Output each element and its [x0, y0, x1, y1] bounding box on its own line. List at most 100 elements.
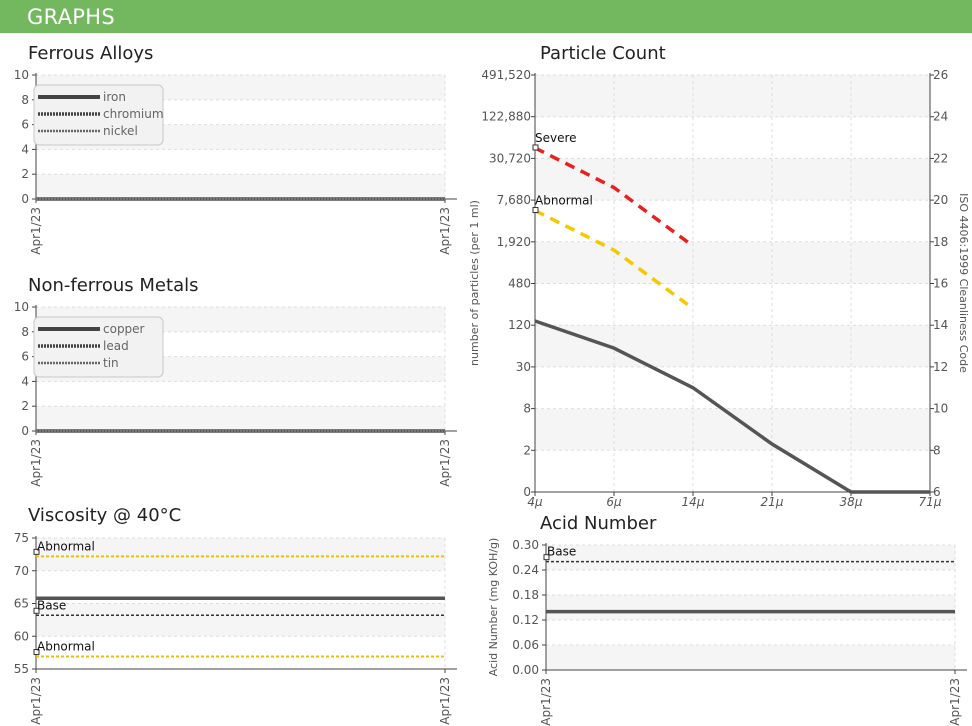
reference-marker	[532, 144, 539, 151]
grid-band	[546, 595, 955, 620]
x-tick-label: Apr1/23	[438, 439, 452, 487]
y-tick-label: 0	[21, 192, 29, 206]
grid-band	[535, 241, 930, 284]
legend-label: chromium	[103, 107, 164, 121]
reference-line	[534, 208, 695, 310]
reference-label: Abnormal	[37, 539, 95, 553]
y2-tick-label: 22	[933, 151, 948, 165]
reference-line	[534, 146, 695, 248]
x-tick-label: Apr1/23	[29, 677, 43, 725]
y-axis-label: Acid Number (mg KOH/g)	[487, 538, 500, 677]
x-tick-label: Apr1/23	[29, 439, 43, 487]
y2-tick-label: 24	[933, 110, 948, 124]
y-tick-label: 30	[516, 360, 531, 374]
grid-band	[535, 325, 930, 367]
x-tick-label: 38μ	[840, 495, 863, 509]
y-tick-label: 75	[14, 531, 29, 545]
y-tick-label: 4	[21, 374, 29, 388]
reference-label: Base	[37, 598, 66, 612]
reference-marker	[543, 554, 550, 561]
header-bar: GRAPHS	[0, 0, 972, 33]
y-tick-label: 8	[21, 325, 29, 339]
x-tick-label: 14μ	[682, 495, 705, 509]
y-tick-label: 8	[21, 93, 29, 107]
x-tick-label: Apr1/23	[539, 678, 553, 726]
reference-marker	[33, 548, 40, 555]
y-tick-label: 0.06	[512, 638, 539, 652]
y2-tick-label: 26	[933, 68, 948, 82]
legend-label: copper	[103, 322, 145, 336]
header-title: GRAPHS	[27, 5, 115, 29]
y-tick-label: 0.12	[512, 613, 539, 627]
y2-tick-label: 16	[933, 277, 948, 291]
y2-tick-label: 10	[933, 402, 948, 416]
grid-band	[36, 174, 445, 199]
reference-marker	[33, 607, 40, 614]
y2-tick-label: 18	[933, 235, 948, 249]
y2-tick-label: 14	[933, 318, 948, 332]
grid-band	[36, 603, 445, 637]
chart-title-nonferrous: Non-ferrous Metals	[28, 275, 199, 296]
grid-band	[546, 645, 955, 670]
y-tick-label: 491,520	[481, 68, 531, 82]
y-tick-label: 120	[508, 318, 531, 332]
y-tick-label: 10	[14, 68, 29, 82]
chart-title-acid: Acid Number	[540, 513, 657, 534]
grid-band	[546, 545, 955, 570]
x-tick-label: Apr1/23	[948, 678, 962, 726]
x-tick-label: Apr1/23	[438, 677, 452, 725]
y-tick-label: 122,880	[481, 110, 531, 124]
grid-band	[36, 538, 445, 571]
y-tick-label: 4	[21, 142, 29, 156]
chart-title-ferrous: Ferrous Alloys	[28, 43, 154, 64]
chart-title-viscosity: Viscosity @ 40°C	[28, 505, 182, 526]
y2-tick-label: 8	[933, 443, 941, 457]
y-tick-label: 2	[21, 399, 29, 413]
reference-label: Base	[547, 545, 576, 559]
grid-band	[36, 406, 445, 431]
y-tick-label: 480	[508, 277, 531, 291]
reference-label: Severe	[535, 131, 577, 145]
y-tick-label: 2	[523, 443, 531, 457]
y-tick-label: 6	[21, 350, 29, 364]
y-tick-label: 70	[14, 564, 29, 578]
y-tick-label: 7,680	[497, 193, 531, 207]
reference-marker	[33, 649, 40, 656]
x-tick-label: Apr1/23	[29, 207, 43, 255]
y-tick-label: 0	[21, 424, 29, 438]
reference-marker	[532, 207, 539, 214]
legend-label: nickel	[103, 124, 138, 138]
x-tick-label: 6μ	[606, 495, 622, 509]
y-tick-label: 0.00	[512, 663, 539, 677]
x-tick-label: 4μ	[527, 495, 543, 509]
legend-label: iron	[103, 90, 126, 104]
y-tick-label: 0.24	[512, 563, 539, 577]
x-tick-label: 71μ	[919, 495, 942, 509]
x-tick-label: Apr1/23	[438, 207, 452, 255]
y2-axis-label: ISO 4406:1999 Cleanliness Code	[957, 193, 970, 373]
y-tick-label: 0.18	[512, 588, 539, 602]
series-line	[534, 319, 930, 494]
y2-tick-label: 12	[933, 360, 948, 374]
y-tick-label: 0	[523, 485, 531, 499]
grid-band	[535, 75, 930, 117]
y-tick-label: 1,920	[497, 235, 531, 249]
y-tick-label: 2	[21, 167, 29, 181]
y-tick-label: 10	[14, 300, 29, 314]
y-tick-label: 8	[523, 402, 531, 416]
legend-label: lead	[103, 339, 129, 353]
y-tick-label: 30,720	[489, 151, 531, 165]
reference-label: Abnormal	[37, 640, 95, 654]
y-tick-label: 6	[21, 118, 29, 132]
y-tick-label: 55	[14, 662, 29, 676]
legend-label: tin	[103, 356, 119, 370]
y-tick-label: 65	[14, 597, 29, 611]
y-axis-label: number of particles (per 1 ml)	[468, 200, 481, 366]
y-tick-label: 60	[14, 629, 29, 643]
y2-tick-label: 20	[933, 193, 948, 207]
